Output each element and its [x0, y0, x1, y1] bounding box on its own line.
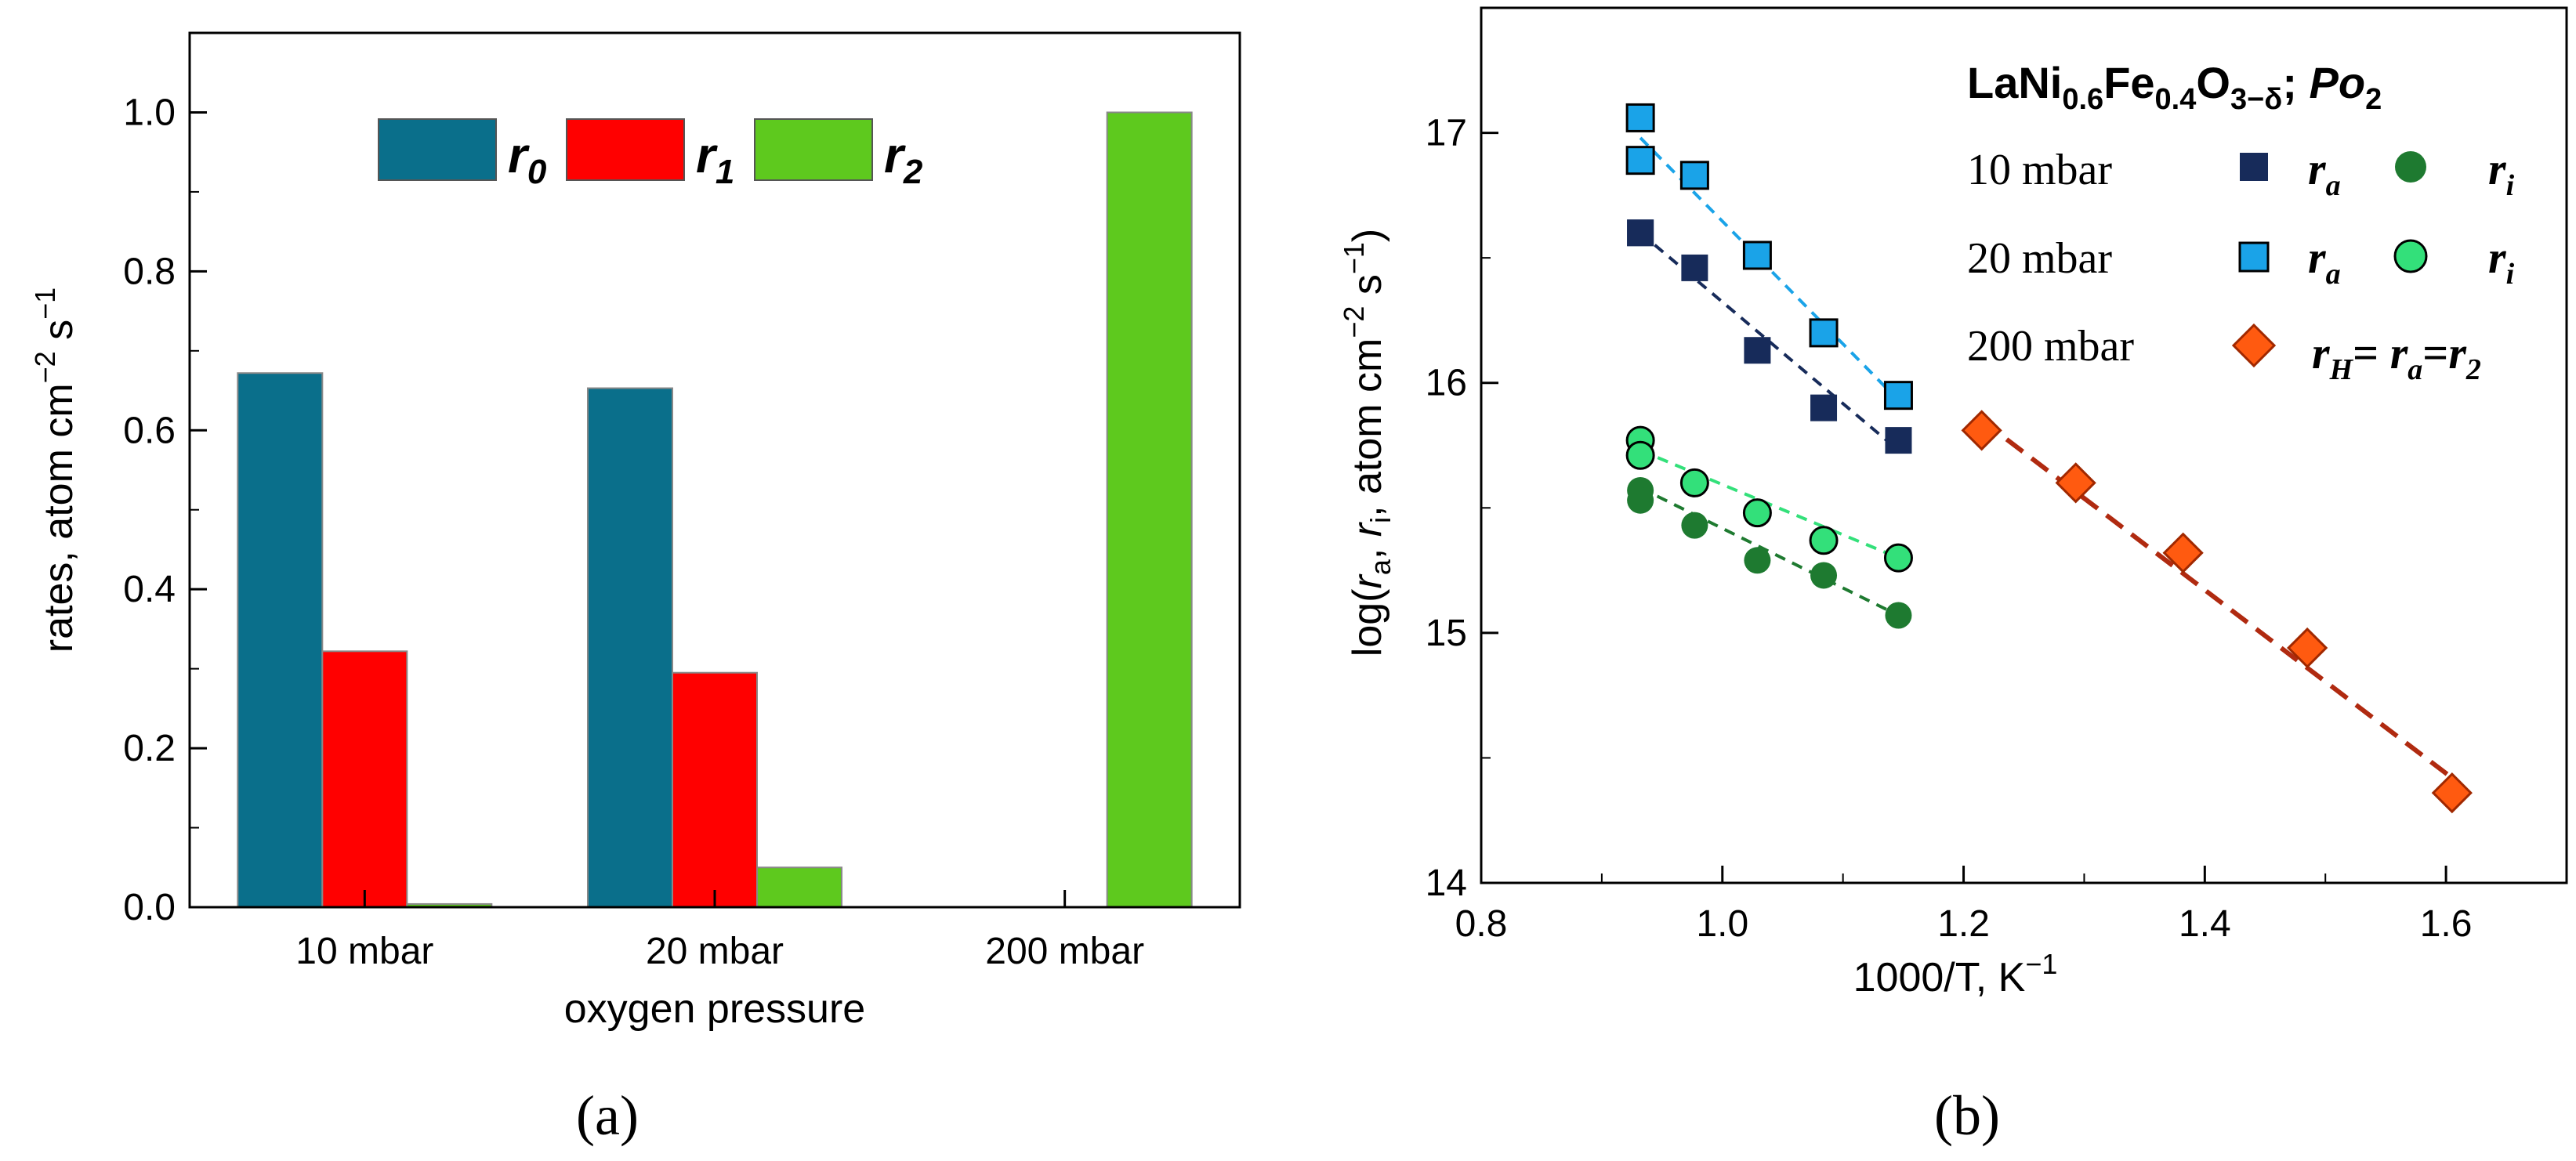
- legend-row-10mbar-label: 10 mbar: [1967, 146, 2112, 194]
- panel-b-points: [1625, 103, 2473, 814]
- panel-a-y-ticks: 0.0 0.2 0.4 0.6 0.8 1.0: [123, 32, 207, 928]
- data-point-square: [1810, 394, 1838, 421]
- data-point-square: [1744, 337, 1771, 364]
- legend-swatch-r1: [566, 118, 685, 181]
- bar: [672, 671, 758, 909]
- legend-title: LaNi0.6Fe0.4O3−δ; Po2: [1967, 58, 2382, 116]
- x-tick-label: 200 mbar: [985, 931, 1144, 972]
- data-point-square: [1627, 219, 1654, 247]
- legend-row-200mbar-label: 200 mbar: [1967, 322, 2134, 371]
- data-point-circle: [1742, 498, 1772, 528]
- data-point-square: [1885, 427, 1912, 454]
- panel-a: 0.0 0.2 0.4 0.6 0.8 1.0 10 mbar 20 mbar 200 mba…: [29, 31, 1241, 1147]
- panel-a-bars: [237, 111, 1193, 909]
- legend-swatch-r2: [754, 118, 873, 181]
- x-tick-label: 20 mbar: [646, 931, 784, 972]
- panel-a-y-axis-label: rates, atom cm−2 s−1: [29, 288, 82, 653]
- legend-label-r1: r1: [696, 127, 734, 191]
- data-point-circle: [1883, 543, 1913, 573]
- y-tick-label: 0.8: [123, 251, 176, 292]
- legend-label-r2: r2: [884, 127, 923, 191]
- data-point-diamond: [2431, 772, 2473, 814]
- x-tick-label: 1.6: [2420, 903, 2473, 945]
- panel-a-x-ticks: 10 mbar 20 mbar 200 mbar: [295, 890, 1144, 972]
- legend-row-20mbar-label: 20 mbar: [1967, 234, 2112, 283]
- y-tick-label: 14: [1426, 863, 1467, 904]
- fit-line: [1639, 486, 1900, 617]
- legend-row-20mbar-ra: ra: [2308, 232, 2341, 291]
- legend-marker-20mbar-ra: [2238, 241, 2270, 273]
- bar: [587, 387, 673, 908]
- y-tick-label: 17: [1426, 113, 1467, 154]
- data-point-diamond: [2055, 462, 2096, 504]
- data-point-square: [1681, 254, 1708, 281]
- bar: [1106, 111, 1193, 909]
- legend-row-10mbar-ra: ra: [2308, 143, 2341, 202]
- legend-marker-200mbar-rh: [2231, 323, 2277, 368]
- y-tick-label: 16: [1426, 363, 1467, 404]
- panel-b-frame: [1480, 6, 2568, 884]
- x-tick-label: 1.4: [2179, 903, 2231, 945]
- y-tick-label: 0.0: [123, 887, 176, 928]
- data-point-circle: [1627, 486, 1654, 514]
- data-point-square: [1883, 381, 1913, 411]
- fit-line: [1980, 418, 2454, 780]
- panel-a-x-axis-label: oxygen pressure: [564, 986, 865, 1032]
- legend-row-200mbar-rh: rH= ra=r2: [2312, 327, 2481, 386]
- data-point-diamond: [2162, 532, 2204, 573]
- panel-b-y-axis-label: log(ra, ri, atom cm−2 s−1): [1338, 229, 1397, 656]
- y-tick-label: 0.6: [123, 410, 176, 451]
- bar: [237, 372, 324, 908]
- legend-marker-10mbar-ra: [2240, 153, 2268, 181]
- panel-a-legend: r0 r1 r2: [378, 118, 923, 191]
- data-point-diamond: [1961, 410, 2002, 451]
- data-point-circle: [1679, 468, 1709, 497]
- data-point-circle: [1744, 547, 1771, 574]
- data-point-diamond: [2287, 627, 2328, 669]
- x-tick-label: 10 mbar: [295, 931, 433, 972]
- data-point-square: [1809, 318, 1839, 348]
- x-tick-label: 0.8: [1455, 903, 1508, 945]
- legend-row-20mbar-ri: ri: [2488, 232, 2515, 291]
- panel-b: 14 15 16 17 0.8 1.0 1.2 1.4 1.6 1000/T, K−1 log…: [1338, 6, 2568, 1147]
- legend-marker-10mbar-ri: [2395, 151, 2426, 183]
- bar: [756, 866, 842, 908]
- panel-b-x-axis-label: 1000/T, K−1: [1853, 948, 2058, 1000]
- legend-row-10mbar-ri: ri: [2488, 143, 2515, 202]
- x-tick-label: 1.0: [1696, 903, 1748, 945]
- bar: [321, 650, 408, 908]
- y-tick-label: 0.4: [123, 569, 176, 610]
- legend-swatch-r0: [378, 118, 497, 181]
- legend-marker-20mbar-ri: [2393, 239, 2428, 273]
- panel-b-legend: LaNi0.6Fe0.4O3−δ; Po2 10 mbar ra ri 20 m…: [1967, 58, 2515, 386]
- data-point-circle: [1885, 602, 1912, 629]
- x-tick-label: 1.2: [1937, 903, 1990, 945]
- caption-b: (b): [1934, 1084, 2000, 1147]
- y-tick-label: 1.0: [123, 92, 176, 133]
- data-point-circle: [1625, 440, 1655, 470]
- y-tick-label: 15: [1426, 613, 1467, 654]
- data-point-circle: [1681, 512, 1708, 539]
- data-point-square: [1625, 103, 1655, 132]
- data-point-square: [1742, 241, 1772, 270]
- panel-b-x-ticks: 0.8 1.0 1.2 1.4 1.6: [1455, 866, 2473, 945]
- data-point-circle: [1809, 526, 1839, 555]
- legend-label-r0: r0: [508, 127, 547, 191]
- caption-a: (a): [576, 1084, 639, 1147]
- data-point-square: [1625, 146, 1655, 175]
- data-point-circle: [1810, 562, 1838, 589]
- data-point-square: [1679, 161, 1709, 190]
- panel-b-y-ticks: 14 15 16 17: [1426, 113, 1498, 904]
- fit-line: [1639, 449, 1900, 559]
- y-tick-label: 0.2: [123, 728, 176, 769]
